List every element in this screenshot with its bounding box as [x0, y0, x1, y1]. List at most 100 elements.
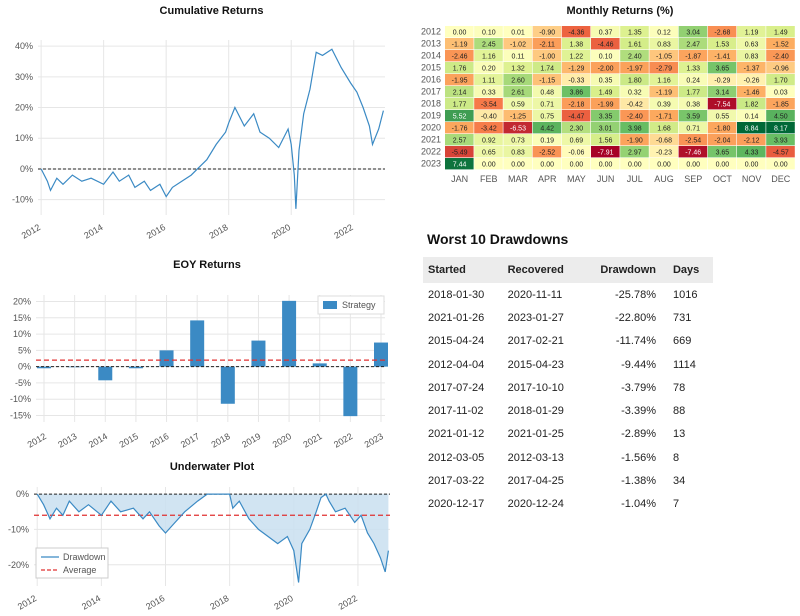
- monthly-cell: [707, 98, 737, 110]
- monthly-col-label: APR: [538, 174, 557, 184]
- monthly-cell: [532, 62, 562, 74]
- monthly-cell-label: 3.35: [599, 114, 613, 121]
- monthly-row-label: 2018: [421, 99, 441, 109]
- monthly-cell: [678, 26, 708, 38]
- monthly-cell: [649, 134, 678, 146]
- drawdown-row: 2021-01-26 2023-01-27 -22.80% 731: [423, 306, 713, 329]
- monthly-cell-label: -1.76: [452, 126, 468, 133]
- monthly-cell: [532, 98, 562, 110]
- underwater-xtick: 2016: [144, 593, 166, 612]
- monthly-col-label: SEP: [684, 174, 702, 184]
- monthly-cell-label: 0.00: [686, 162, 700, 169]
- drawdown-recovered: 2017-10-10: [507, 381, 564, 394]
- monthly-cell: [766, 74, 795, 86]
- monthly-cell: [532, 50, 562, 62]
- monthly-cell: [591, 122, 620, 134]
- eoy-title: EOY Returns: [173, 259, 241, 271]
- monthly-cell: [649, 146, 678, 158]
- drawdown-value: -11.74%: [615, 335, 656, 348]
- monthly-col-label: MAY: [567, 174, 586, 184]
- monthly-cell: [591, 74, 620, 86]
- monthly-cell-label: 1.56: [599, 138, 613, 145]
- monthly-cell: [678, 98, 708, 110]
- monthly-cell-label: 0.35: [599, 78, 613, 85]
- monthly-cell: [445, 86, 474, 98]
- drawdown-days: 78: [672, 381, 686, 394]
- monthly-title: Monthly Returns (%): [567, 5, 674, 17]
- underwater-title: Underwater Plot: [170, 461, 255, 473]
- underwater-legend-drawdown-label: Drawdown: [63, 552, 106, 562]
- drawdowns-table: Started Recovered Drawdown Days 2018-01-…: [423, 257, 713, 516]
- monthly-cell: [445, 98, 474, 110]
- monthly-cell: [737, 26, 766, 38]
- eoy-ytick: 15%: [13, 313, 31, 323]
- monthly-cell-label: -1.02: [510, 42, 526, 49]
- monthly-cell-label: 0.00: [716, 162, 730, 169]
- monthly-col-label: OCT: [713, 174, 733, 184]
- monthly-cell-label: 0.00: [599, 162, 613, 169]
- monthly-cell-label: 3.86: [570, 90, 584, 97]
- eoy-bar-2022: [343, 366, 358, 417]
- monthly-cell: [503, 74, 532, 86]
- monthly-cell-label: -2.12: [744, 138, 760, 145]
- monthly-cell-label: -1.87: [685, 54, 701, 61]
- cumulative-xtick: 2012: [20, 222, 42, 241]
- monthly-cell: [620, 86, 649, 98]
- monthly-row-label: 2022: [421, 147, 441, 157]
- monthly-cell-label: 1.32: [511, 66, 525, 73]
- monthly-cell-label: 0.63: [745, 42, 759, 49]
- monthly-cell: [561, 158, 591, 170]
- drawdown-started: 2015-04-24: [428, 335, 485, 348]
- monthly-cell-label: -1.99: [598, 102, 614, 109]
- monthly-cell-label: 0.33: [482, 90, 496, 97]
- monthly-cell: [649, 122, 678, 134]
- monthly-cell-label: -4.46: [598, 42, 614, 49]
- monthly-cell: [707, 74, 737, 86]
- monthly-cell-label: -1.95: [452, 78, 468, 85]
- drawdown-row: 2021-01-12 2021-01-25 -2.89% 13: [423, 423, 713, 446]
- cumulative-title: Cumulative Returns: [160, 5, 264, 17]
- monthly-col-label: JUN: [597, 174, 615, 184]
- monthly-cell: [591, 134, 620, 146]
- eoy-ytick: -15%: [10, 410, 31, 420]
- monthly-cell-label: 3.59: [686, 114, 700, 121]
- eoy-bar-2014: [98, 366, 113, 381]
- monthly-cell-label: 7.44: [453, 162, 467, 169]
- monthly-cell-label: 3.98: [628, 126, 642, 133]
- monthly-cell: [737, 62, 766, 74]
- monthly-cell: [620, 38, 649, 50]
- monthly-cell: [474, 74, 503, 86]
- drawdown-value: -3.79%: [621, 381, 656, 394]
- monthly-cell: [766, 50, 795, 62]
- monthly-cell-label: -0.29: [714, 78, 730, 85]
- monthly-cell: [678, 62, 708, 74]
- monthly-cell-label: -0.90: [539, 30, 555, 37]
- monthly-cell: [737, 74, 766, 86]
- monthly-cell: [737, 86, 766, 98]
- monthly-cell: [503, 134, 532, 146]
- drawdown-row: 2015-04-24 2017-02-21 -11.74% 669: [423, 330, 713, 353]
- eoy-bar-2020: [282, 300, 297, 367]
- drawdown-days: 669: [672, 335, 692, 348]
- eoy-bar-2019: [251, 340, 266, 367]
- eoy-xtick: 2020: [271, 431, 293, 450]
- monthly-cell: [561, 134, 591, 146]
- monthly-cell-label: -1.97: [627, 66, 643, 73]
- monthly-cell-label: -0.26: [744, 78, 760, 85]
- monthly-cell: [503, 110, 532, 122]
- eoy-legend: Strategy: [317, 295, 385, 315]
- monthly-cell-label: -1.25: [510, 114, 526, 121]
- eoy-ytick: 20%: [13, 297, 31, 307]
- monthly-cell-label: 0.00: [570, 162, 584, 169]
- monthly-cell: [620, 134, 649, 146]
- monthly-col-label: AUG: [654, 174, 674, 184]
- drawdown-value: -9.44%: [621, 358, 656, 371]
- monthly-cell: [678, 158, 708, 170]
- monthly-cell: [766, 146, 795, 158]
- monthly-cell: [678, 86, 708, 98]
- monthly-cell: [561, 38, 591, 50]
- monthly-cell-label: -0.06: [568, 150, 584, 157]
- cumulative-xtick: 2020: [270, 222, 292, 241]
- monthly-cell: [532, 146, 562, 158]
- monthly-cell-label: -2.68: [714, 30, 730, 37]
